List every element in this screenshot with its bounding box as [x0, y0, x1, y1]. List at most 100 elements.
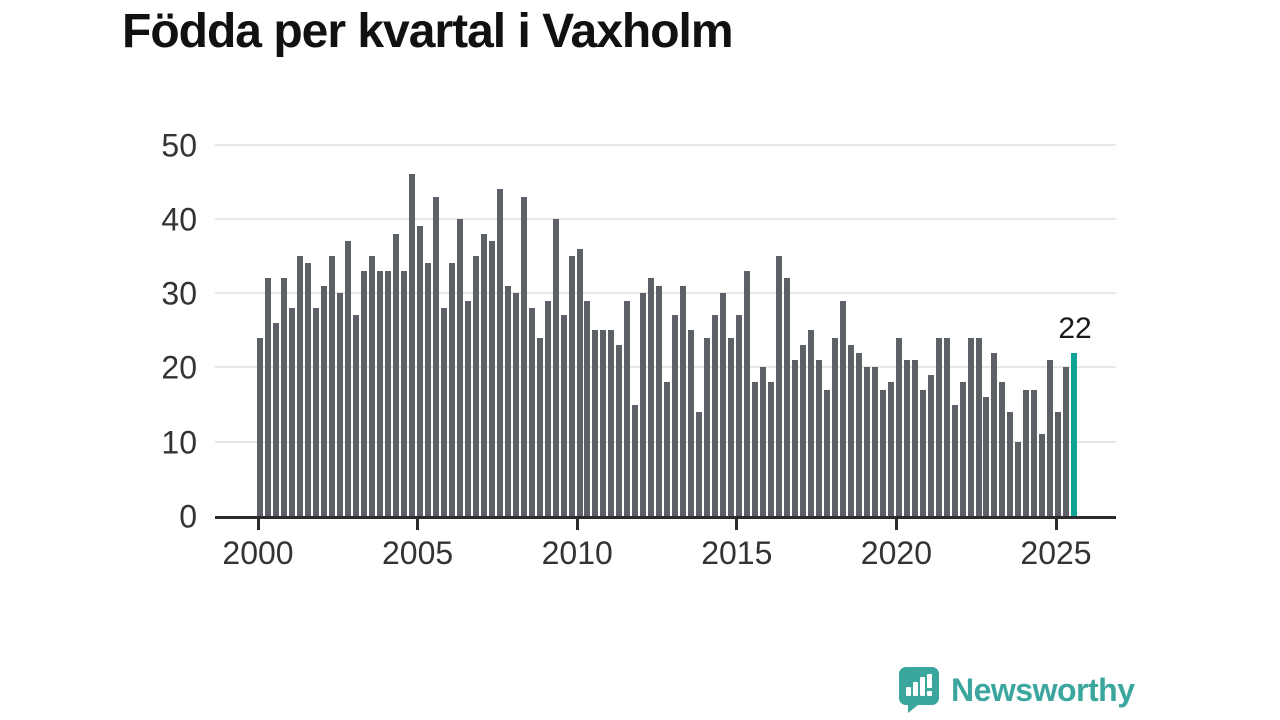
bar-85 [936, 338, 942, 516]
bar-66 [784, 278, 790, 516]
bar-76 [864, 367, 870, 516]
bar-84 [928, 375, 934, 516]
bar-19 [409, 174, 415, 516]
bar-88 [960, 382, 966, 516]
bar-95 [1015, 442, 1021, 516]
bar-12 [353, 315, 359, 516]
bar-71 [824, 390, 830, 516]
bar-93 [999, 382, 1005, 516]
bar-40 [577, 249, 583, 516]
bar-16 [385, 271, 391, 516]
bar-20 [417, 226, 423, 516]
bar-43 [600, 330, 606, 516]
bar-14 [369, 256, 375, 516]
bar-83 [920, 390, 926, 516]
bar-1 [265, 278, 271, 516]
bar-96 [1023, 390, 1029, 516]
bar-4 [289, 308, 295, 516]
y-axis-label-40: 40 [161, 201, 197, 238]
bar-44 [608, 330, 614, 516]
bar-25 [457, 219, 463, 516]
bar-79 [888, 382, 894, 516]
bar-0 [257, 338, 263, 516]
bar-74 [848, 345, 854, 516]
bar-38 [561, 315, 567, 516]
bar-21 [425, 263, 431, 516]
x-axis-label-2005: 2005 [382, 535, 454, 571]
bar-34 [529, 308, 535, 516]
bar-28 [481, 234, 487, 516]
bar-67 [792, 360, 798, 516]
y-axis-label-30: 30 [161, 275, 197, 312]
bar-27 [473, 256, 479, 516]
bar-97 [1031, 390, 1037, 516]
newsworthy-logo-icon [899, 667, 939, 713]
bar-68 [800, 345, 806, 516]
bar-39 [569, 256, 575, 516]
bar-35 [537, 338, 543, 516]
y-gridline-50 [215, 143, 1116, 146]
bar-100 [1055, 412, 1061, 516]
bar-48 [640, 293, 646, 516]
y-gridline-40 [215, 217, 1116, 220]
bar-64 [768, 382, 774, 516]
highlight-value-label: 22 [1058, 312, 1092, 345]
bar-57 [712, 315, 718, 516]
bar-53 [680, 286, 686, 516]
x-axis-label-2015: 2015 [701, 535, 773, 571]
bar-51 [664, 382, 670, 516]
bar-101 [1063, 367, 1069, 516]
y-axis-label-50: 50 [161, 127, 197, 163]
x-axis-tick-2020 [894, 519, 898, 530]
bar-42 [592, 330, 598, 516]
bar-59 [728, 338, 734, 516]
bar-52 [672, 315, 678, 516]
bar-24 [449, 263, 455, 516]
bar-60 [736, 315, 742, 516]
bar-31 [505, 286, 511, 516]
bar-81 [904, 360, 910, 516]
x-axis-tick-2025 [1054, 519, 1058, 530]
bar-69 [808, 330, 814, 516]
x-axis-tick-2000 [256, 519, 260, 530]
x-axis-label-2000: 2000 [222, 535, 294, 571]
bar-46 [624, 301, 630, 516]
bar-11 [345, 241, 351, 516]
bar-26 [465, 301, 471, 516]
bar-7 [313, 308, 319, 516]
bar-75 [856, 353, 862, 516]
bar-63 [760, 367, 766, 516]
bar-65 [776, 256, 782, 516]
x-axis-tick-2010 [575, 519, 579, 530]
bar-36 [545, 301, 551, 516]
bar-41 [584, 301, 590, 516]
y-axis-label-20: 20 [161, 349, 197, 386]
bar-3 [281, 278, 287, 516]
bar-91 [983, 397, 989, 516]
bar-10 [337, 293, 343, 516]
x-axis-label-2020: 2020 [860, 535, 932, 571]
bar-9 [329, 256, 335, 516]
bar-89 [968, 338, 974, 516]
bar-78 [880, 390, 886, 516]
bar-55 [696, 412, 702, 516]
bar-94 [1007, 412, 1013, 516]
bar-17 [393, 234, 399, 516]
bar-13 [361, 271, 367, 516]
y-gridline-30 [215, 292, 1116, 295]
bar-90 [976, 338, 982, 516]
bar-8 [321, 286, 327, 516]
bar-73 [840, 301, 846, 516]
y-axis-label-0: 0 [179, 498, 197, 535]
bar-56 [704, 338, 710, 516]
bar-92 [991, 353, 997, 516]
bar-99 [1047, 360, 1053, 516]
bar-49 [648, 278, 654, 516]
x-axis-label-2025: 2025 [1020, 535, 1092, 571]
bar-58 [720, 293, 726, 516]
bar-70 [816, 360, 822, 516]
newsworthy-logo-text: Newsworthy [951, 671, 1135, 708]
bar-54 [688, 330, 694, 516]
